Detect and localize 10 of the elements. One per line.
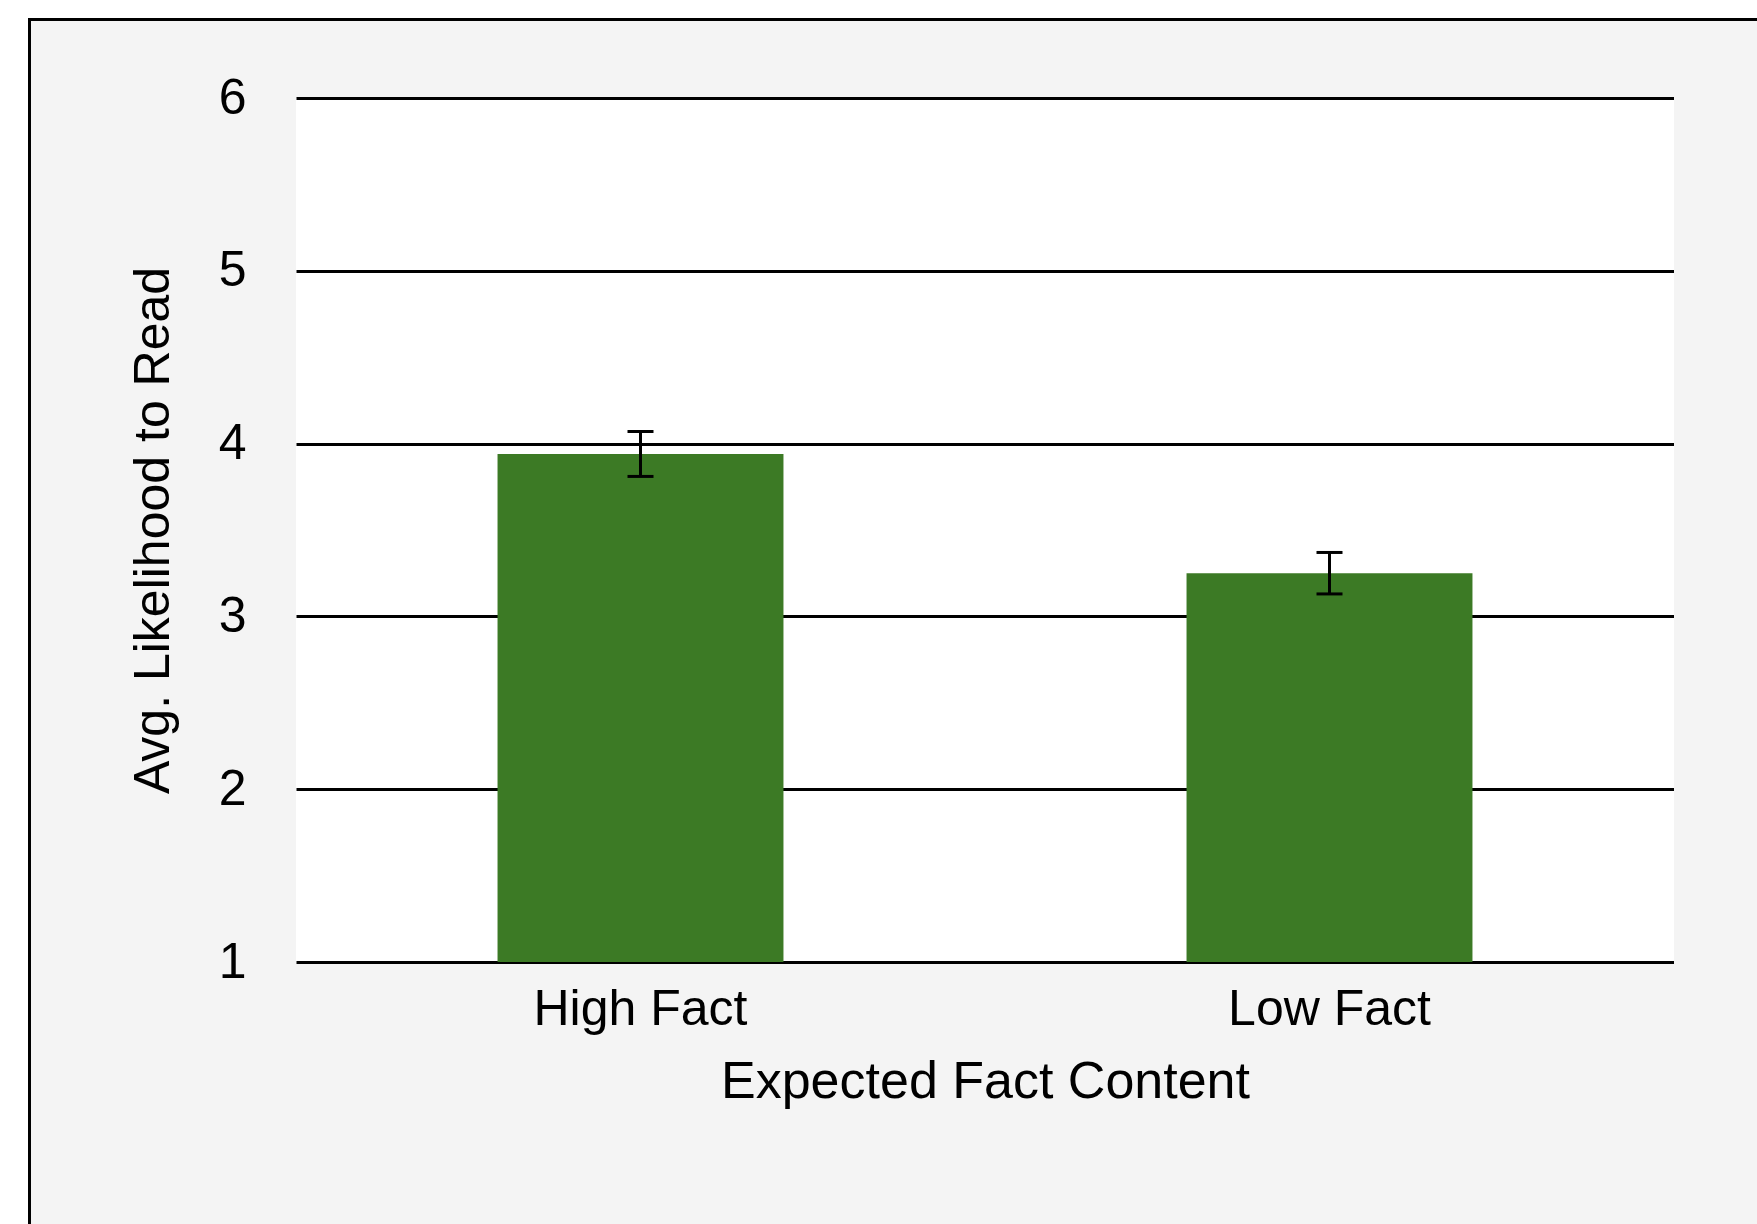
y-tick-label: 4 <box>218 414 247 471</box>
y-tick-label: 6 <box>218 68 247 125</box>
y-axis-title: Avg. Likelihood to Read <box>123 266 180 795</box>
x-tick-label: High Fact <box>533 979 748 1036</box>
y-tick-label: 1 <box>218 932 247 989</box>
x-axis-title: Expected Fact Content <box>721 1050 1251 1109</box>
y-tick-label: 2 <box>218 759 247 816</box>
x-tick-label: Low Fact <box>1228 979 1432 1036</box>
y-tick-label: 3 <box>218 586 247 643</box>
y-tick-label: 5 <box>218 241 247 298</box>
